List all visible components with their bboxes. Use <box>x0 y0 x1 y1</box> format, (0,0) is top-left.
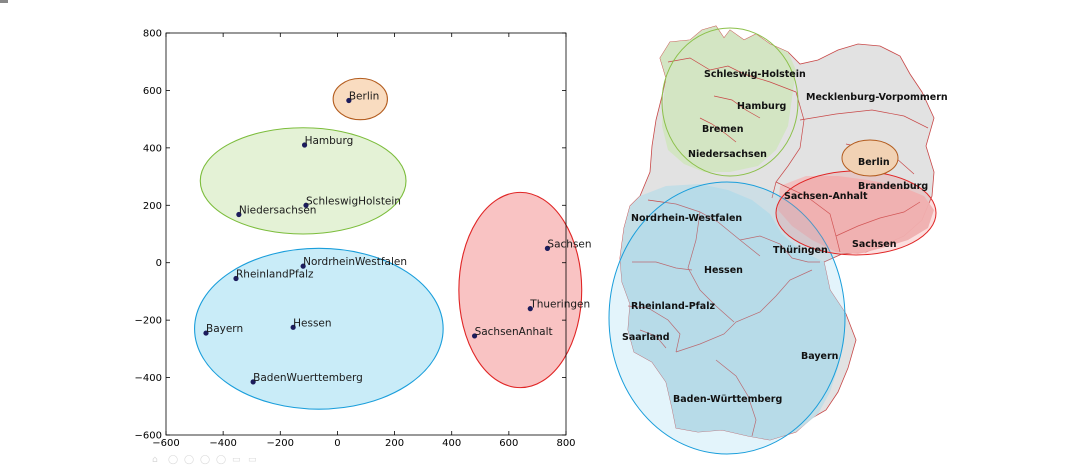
x-tick-label: 0 <box>334 438 340 449</box>
x-tick-label: −400 <box>209 438 236 449</box>
y-tick-label: 0 <box>156 258 162 269</box>
west-south-region <box>620 184 846 440</box>
cluster-ellipse-1 <box>199 127 407 235</box>
save-icon: ▭ <box>248 455 257 465</box>
cluster-ellipse-2 <box>194 247 444 410</box>
data-point <box>250 379 256 385</box>
state-label-hamburg: Hamburg <box>737 101 786 112</box>
x-tick-label: −600 <box>152 438 179 449</box>
state-label-bremen: Bremen <box>702 124 744 135</box>
y-tick-label: −200 <box>135 316 162 327</box>
state-label-bayern: Bayern <box>801 351 839 362</box>
x-tick-label: −200 <box>267 438 294 449</box>
pan-icon: ◯ <box>200 455 210 465</box>
forward-icon: ◯ <box>184 455 194 465</box>
data-point <box>233 275 239 282</box>
y-tick-label: −400 <box>135 373 162 384</box>
point-label: SchleswigHolstein <box>306 195 401 207</box>
point-label: Hamburg <box>305 135 354 147</box>
config-icon: ▭ <box>232 455 241 465</box>
state-label-rheinland-pfalz: Rheinland-Pfalz <box>631 301 715 312</box>
state-label-thueringen: Thüringen <box>773 245 828 256</box>
point-label: SachsenAnhalt <box>475 326 553 338</box>
data-points: Berlin Hamburg SchleswigHolsteinNiedersach… <box>203 90 592 385</box>
state-label-hessen: Hessen <box>704 265 743 276</box>
cluster-ellipse-3 <box>458 191 583 389</box>
y-tick-label: 200 <box>143 201 162 212</box>
data-point <box>303 202 309 208</box>
state-label-niedersachsen: Niedersachsen <box>688 149 767 160</box>
scatter-plot: −600 −400 −200 0 200 400 600 800 −600 −400 −200 0 20… <box>135 29 592 450</box>
x-tick-label: 200 <box>385 438 404 449</box>
cluster-ellipses <box>194 77 583 410</box>
x-tick-label: 600 <box>499 438 518 449</box>
cluster-ellipse-0 <box>332 77 388 121</box>
data-point <box>346 97 352 104</box>
data-point <box>203 330 209 336</box>
toolbar-remnant: ⌂ ◯ ◯ ◯ ◯ ▭ ▭ <box>152 455 257 465</box>
data-point <box>301 142 308 148</box>
state-labels: Schleswig-Holstein Hamburg Mecklenburg-V… <box>622 69 948 405</box>
data-point <box>236 211 242 218</box>
state-label-sachsen: Sachsen <box>852 239 897 250</box>
data-point <box>527 306 533 312</box>
point-label: Bayern <box>206 323 243 335</box>
east-region <box>778 176 934 254</box>
axis-ticks: −600 −400 −200 0 200 400 600 800 −600 −400 −200 0 20… <box>135 29 576 450</box>
point-label: Berlin <box>349 90 379 102</box>
west-south-cluster-circle <box>608 181 846 455</box>
point-label: Niedersachsen <box>239 204 317 216</box>
y-tick-label: 600 <box>143 86 162 97</box>
data-point <box>544 245 551 251</box>
point-label: RheinlandPfalz <box>236 269 314 281</box>
point-label: NordrheinWestfalen <box>303 256 407 268</box>
point-label: BadenWuerttemberg <box>253 372 363 384</box>
point-label: Sachsen <box>547 238 591 250</box>
data-point <box>471 333 478 339</box>
state-label-brandenburg: Brandenburg <box>858 181 928 192</box>
state-label-mecklenburg-vorpommern: Mecklenburg-Vorpommern <box>806 92 948 103</box>
state-label-saarland: Saarland <box>622 332 670 343</box>
y-tick-label: −600 <box>135 431 162 442</box>
x-tick-label: 800 <box>556 438 575 449</box>
data-point <box>290 324 296 330</box>
state-label-sachsen-anhalt: Sachsen-Anhalt <box>784 191 868 202</box>
zoom-icon: ◯ <box>216 455 226 465</box>
berlin-cluster-circle <box>841 139 899 177</box>
point-label: Thueringen <box>529 299 590 311</box>
home-icon: ⌂ <box>152 455 158 465</box>
state-label-berlin: Berlin <box>858 157 890 168</box>
x-tick-label: 400 <box>442 438 461 449</box>
y-tick-label: 800 <box>143 29 162 40</box>
y-tick-label: 400 <box>143 143 162 154</box>
state-label-baden-wuerttemberg: Baden-Württemberg <box>673 394 782 405</box>
germany-map: Schleswig-Holstein Hamburg Mecklenburg-V… <box>608 25 948 455</box>
back-icon: ◯ <box>168 455 178 465</box>
axes-frame <box>165 32 567 436</box>
north-cluster-circle <box>661 27 799 177</box>
point-label: Hessen <box>293 317 331 329</box>
corner-mark <box>0 0 8 3</box>
data-point <box>300 263 306 269</box>
state-label-nordrhein-westfalen: Nordrhein-Westfalen <box>631 213 742 224</box>
state-label-schleswig-holstein: Schleswig-Holstein <box>704 69 806 80</box>
